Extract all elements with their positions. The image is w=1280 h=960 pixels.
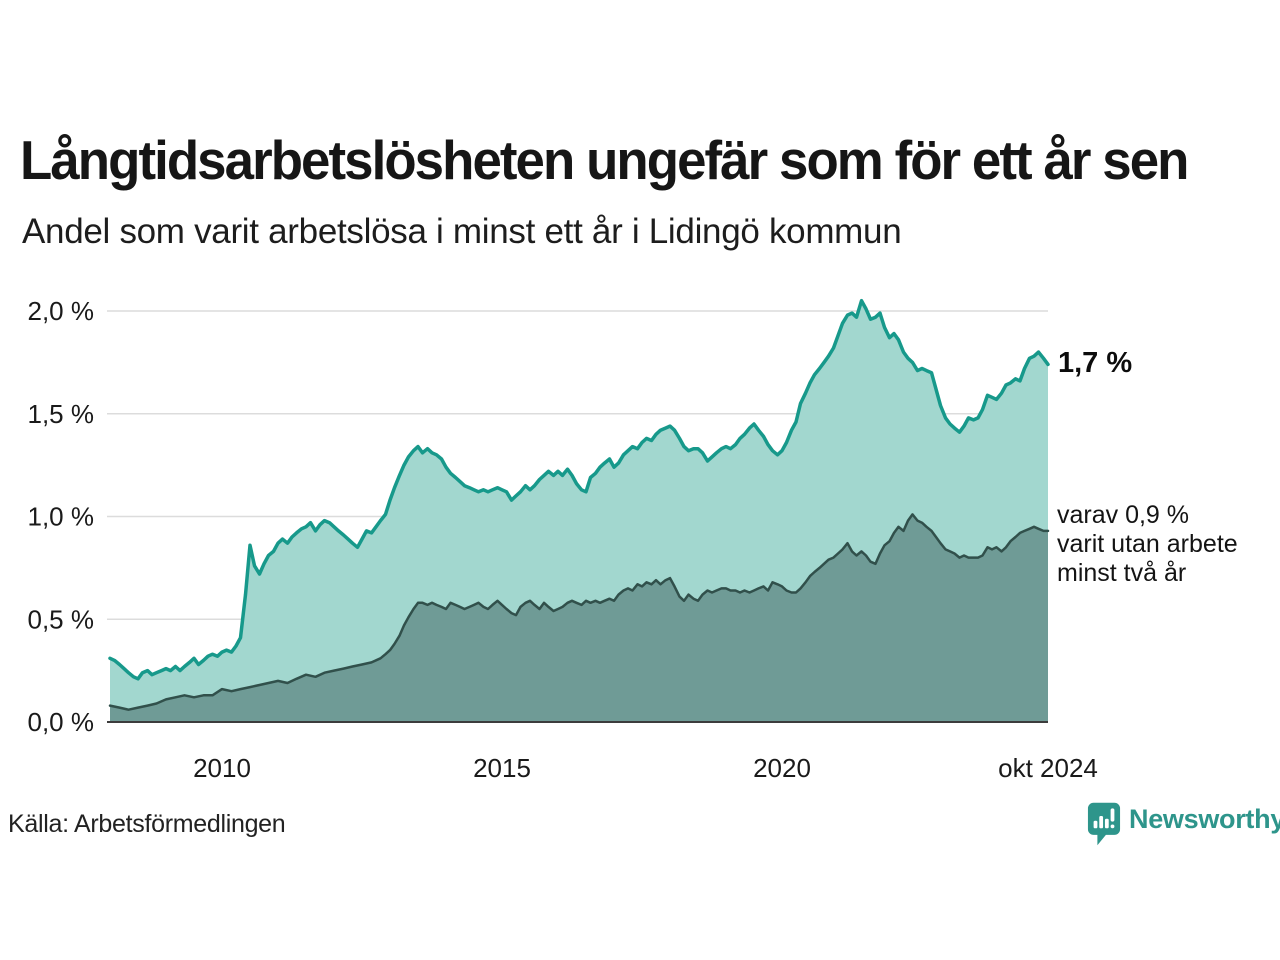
series-area-2 — [110, 514, 1048, 722]
area-chart: 0,0 % 0,5 % 1,0 % 1,5 % 2,0 % 2010 2015 2020 okt… — [28, 296, 1098, 783]
newsworthy-brand: Newsworthy — [1087, 801, 1280, 847]
page-subtitle: Andel som varit arbetslösa i minst ett å… — [22, 212, 902, 251]
newsworthy-brand-name: Newsworthy — [1129, 804, 1280, 834]
bar-chart-speech-bubble-icon — [1087, 802, 1121, 846]
secondary-annotation-line3: minst två år — [1057, 559, 1187, 587]
page-title: Långtidsarbetslösheten ungefär som för e… — [20, 129, 1189, 191]
y-tick-label: 0,0 % — [28, 707, 95, 737]
y-tick-label: 1,5 % — [28, 399, 95, 429]
series-line-1 — [108, 298, 1050, 681]
secondary-annotation-line2: varit utan arbete — [1057, 530, 1238, 558]
latest-value-label: 1,7 % — [1058, 347, 1133, 379]
x-tick-label: okt 2024 — [998, 753, 1098, 783]
x-tick-label: 2015 — [473, 753, 531, 783]
x-tick-label: 2010 — [193, 753, 251, 783]
page-title-wrap: Långtidsarbetslösheten ungefär som för e… — [0, 128, 1280, 192]
secondary-series-annotation: varav 0,9 % varit utan arbete minst två … — [1057, 501, 1238, 588]
x-tick-label: 2020 — [753, 753, 811, 783]
secondary-annotation-line1: varav 0,9 % — [1057, 501, 1190, 529]
source-credit: Källa: Arbetsförmedlingen — [8, 810, 286, 838]
y-tick-label: 2,0 % — [28, 296, 95, 326]
y-tick-label: 0,5 % — [28, 604, 95, 634]
y-tick-label: 1,0 % — [28, 502, 95, 532]
series-line-2 — [108, 513, 1050, 711]
